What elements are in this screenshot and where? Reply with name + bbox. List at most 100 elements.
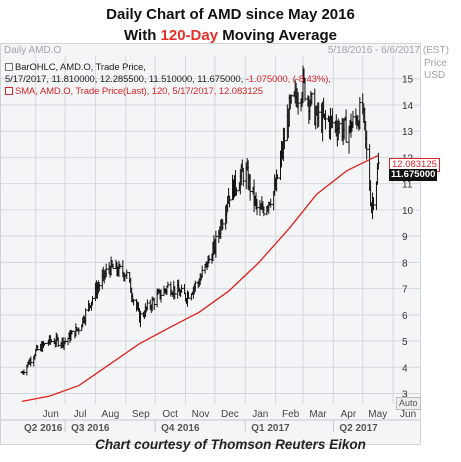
x-month-label: Sep <box>132 409 150 420</box>
y-tick-label: 15 <box>402 75 414 86</box>
ohlc-bar <box>248 174 252 201</box>
y-tick-label: 3 <box>402 390 408 401</box>
ohlc-bar <box>289 94 293 104</box>
ohlc-bar <box>166 281 170 288</box>
grid-lines <box>1 55 420 404</box>
ohlc-bar <box>118 263 122 269</box>
ohlc-bar <box>317 102 321 127</box>
price-axis-label-1: Price <box>424 58 447 69</box>
ohlc-bar <box>63 337 67 345</box>
x-month-label: Jun <box>400 409 416 420</box>
ohlc-bar <box>372 197 376 211</box>
y-tick-label: 11 <box>402 180 413 191</box>
ohlc-bar <box>91 296 94 306</box>
ohlc-bar <box>77 327 81 335</box>
ohlc-bar <box>29 356 33 367</box>
legend-ohlc: BarOHLC, AMD.O, Trade Price, <box>5 62 146 73</box>
ohlc-bar <box>36 345 40 351</box>
ohlc-bar <box>173 286 177 300</box>
ohlc-bar <box>180 284 184 293</box>
sma-line <box>21 154 379 403</box>
x-month-label: Apr <box>341 409 357 420</box>
ohlc-bars <box>20 65 380 376</box>
ohlc-swatch <box>5 63 13 72</box>
ohlc-bar <box>228 195 232 208</box>
x-month-label: Oct <box>162 409 178 420</box>
y-tick-label: 5 <box>402 337 408 348</box>
subtitle-prefix: With <box>124 27 161 44</box>
ohlc-bar <box>186 291 190 299</box>
ohlc-bar <box>70 330 74 335</box>
last-price-tag: 11.675000 <box>389 169 438 181</box>
ohlc-bar <box>374 181 378 210</box>
ohlc-bar <box>365 130 369 160</box>
auto-scale-button[interactable]: Auto <box>396 397 421 410</box>
ohlc-bar <box>262 206 266 217</box>
ohlc-bar <box>276 174 280 180</box>
y-tick-label: 9 <box>402 232 408 243</box>
x-month-label: Dec <box>221 409 239 420</box>
ohlc-bar <box>56 337 60 348</box>
ohlc-bar <box>43 342 47 346</box>
ohlc-bar <box>132 298 136 306</box>
ohlc-bar <box>159 289 163 303</box>
x-quarter-label: Q1 2017 <box>251 423 290 434</box>
ohlc-bar <box>207 254 211 264</box>
date-range-header: 5/18/2016 - 6/6/2017 (EST) <box>327 45 449 56</box>
y-tick-label: 10 <box>402 206 414 217</box>
ohlc-bar <box>358 97 362 130</box>
chart-subtitle: With 120-Day Moving Average <box>0 27 461 44</box>
ohlc-bar <box>241 167 245 187</box>
chart-panel <box>0 43 421 445</box>
legend-ohlc-values-text: 5/17/2017, 11.810000, 12.285500, 11.5100… <box>5 74 244 85</box>
ohlc-bar <box>97 282 101 292</box>
ohlc-bar <box>152 297 156 311</box>
ohlc-bar <box>310 92 314 105</box>
legend-sma: SMA, AMD.O, Trade Price(Last), 120, 5/17… <box>5 86 263 97</box>
ohlc-bar <box>351 110 355 128</box>
ohlc-bar <box>214 230 218 258</box>
subtitle-suffix: Moving Average <box>218 27 337 44</box>
y-tick-label: 4 <box>402 363 408 374</box>
legend-ohlc-values: 5/17/2017, 11.810000, 12.285500, 11.5100… <box>5 74 331 85</box>
ohlc-bar <box>104 263 108 278</box>
y-tick-label: 6 <box>402 311 408 322</box>
ohlc-bar <box>49 339 53 343</box>
x-month-label: Feb <box>282 409 300 420</box>
ohlc-bar <box>84 308 88 326</box>
sma-series <box>21 154 379 403</box>
x-month-label: Aug <box>102 409 120 420</box>
ohlc-bar <box>193 280 197 292</box>
x-quarter-label: Q2 2016 <box>24 423 63 434</box>
ohlc-bar <box>200 265 204 278</box>
y-tick-label: 8 <box>402 258 408 269</box>
ohlc-bar <box>282 127 286 150</box>
y-axis: 3456789101112131415 <box>402 75 414 401</box>
ohlc-bar <box>303 77 307 102</box>
ohlc-bar <box>296 92 300 115</box>
price-axis-label: Price USD <box>424 58 447 82</box>
x-month-label: Jun <box>43 409 59 420</box>
ohlc-bar <box>330 108 334 129</box>
ohlc-bar <box>269 198 273 208</box>
ohlc-bar <box>234 187 238 196</box>
y-tick-label: 14 <box>402 101 414 112</box>
x-month-label: May <box>368 409 387 420</box>
ohlc-bar <box>255 199 259 216</box>
x-quarter-label: Q4 2016 <box>161 423 200 434</box>
legend-ohlc-change: -1.075000, (-8.43%), <box>245 74 331 85</box>
ohlc-bar <box>145 299 149 311</box>
x-axis: Jun Jul Aug Sep Oct Nov Dec Jan Feb Mar Apr May Jun Q… <box>1 409 420 434</box>
ohlc-bar <box>221 219 225 230</box>
legend-sma-text: SMA, AMD.O, Trade Price(Last), 120, 5/17… <box>15 86 263 97</box>
ohlc-bar <box>138 310 142 328</box>
chart-title: Daily Chart of AMD since May 2016 <box>106 6 355 23</box>
y-tick-label: 7 <box>402 285 408 296</box>
x-quarter-label: Q2 2017 <box>339 423 378 434</box>
x-month-label: Mar <box>309 409 327 420</box>
x-month-label: Nov <box>192 409 210 420</box>
ohlc-bar <box>111 263 115 269</box>
ohlc-bar <box>337 120 341 134</box>
x-quarter-label: Q3 2016 <box>71 423 110 434</box>
